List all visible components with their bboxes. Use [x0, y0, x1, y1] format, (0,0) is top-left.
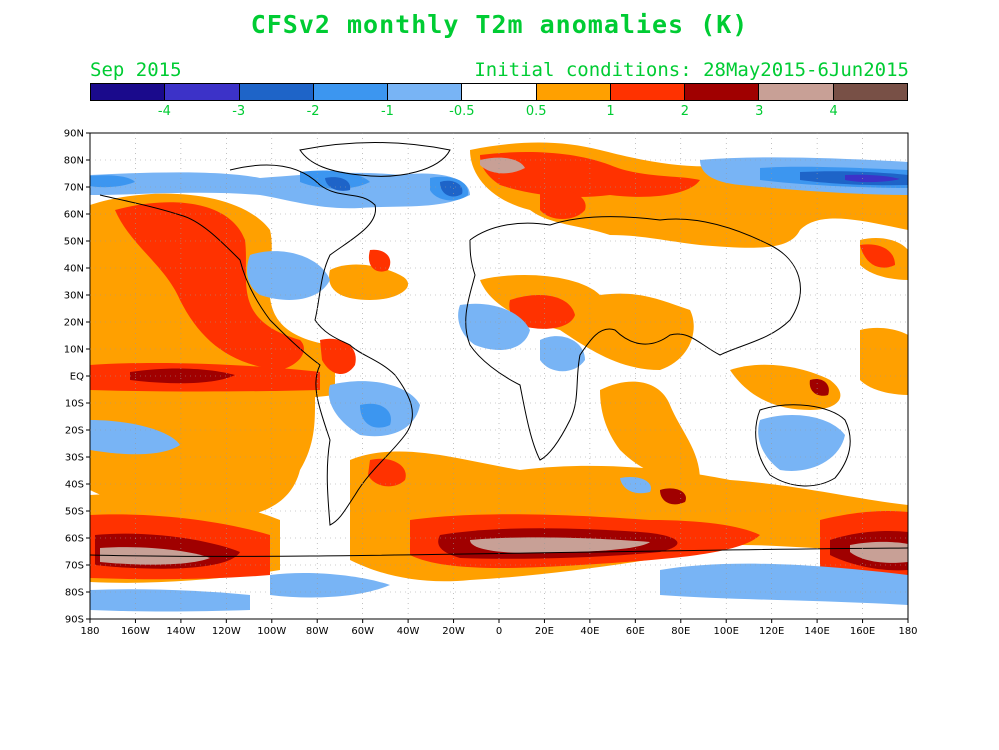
- lat-tick-label: 80N: [64, 156, 84, 167]
- lat-tick-label: 10S: [65, 399, 84, 410]
- lon-tick-label: 140E: [804, 626, 829, 637]
- lat-tick-label: EQ: [70, 372, 84, 383]
- legend-label: -2: [306, 104, 320, 119]
- graticule: [90, 133, 908, 619]
- legend-swatch: [536, 84, 611, 100]
- legend-label: 4: [829, 104, 838, 119]
- lat-tick-label: 70S: [65, 561, 84, 572]
- lat-tick-label: 20N: [64, 318, 84, 329]
- lat-tick-label: 90S: [65, 615, 84, 626]
- lon-tick-label: 100W: [257, 626, 286, 637]
- legend-swatch: [91, 84, 166, 100]
- legend-label: -4: [157, 104, 171, 119]
- lat-tick-label: 40N: [64, 264, 84, 275]
- legend-label: -3: [232, 104, 246, 119]
- lat-tick-label: 30S: [65, 453, 84, 464]
- lon-tick-label: 160E: [850, 626, 875, 637]
- lat-tick-label: 60S: [65, 534, 84, 545]
- lon-tick-label: 20E: [535, 626, 554, 637]
- lon-tick-label: 180: [80, 626, 99, 637]
- legend-swatch: [462, 84, 537, 100]
- map-title: CFSv2 monthly T2m anomalies (K): [250, 10, 749, 39]
- lon-tick-label: 140W: [166, 626, 195, 637]
- lon-tick-label: 0: [496, 626, 502, 637]
- initial-conditions: Initial conditions: 28May2015-6Jun2015: [474, 59, 909, 81]
- color-legend: [90, 83, 908, 101]
- lon-tick-label: 180: [898, 626, 917, 637]
- legend-labels: -4 -3 -2 -1 -0.5 0.5 1 2 3 4: [90, 104, 908, 120]
- lat-tick-label: 50N: [64, 237, 84, 248]
- lon-tick-label: 160W: [121, 626, 150, 637]
- legend-label: 2: [680, 104, 690, 119]
- lat-tick-label: 90N: [64, 129, 84, 140]
- legend-swatch: [685, 84, 760, 100]
- lat-tick-label: 40S: [65, 480, 84, 491]
- legend-label: 0.5: [525, 104, 547, 119]
- latitude-axis: 90N 80N 70N 60N 50N 40N 30N 20N 10N EQ 10S 20S 30S 40…: [64, 129, 90, 626]
- lon-tick-label: 60W: [351, 626, 374, 637]
- legend-swatch: [165, 84, 240, 100]
- lat-tick-label: 30N: [64, 291, 84, 302]
- legend-swatch: [313, 84, 389, 100]
- lat-tick-label: 10N: [64, 345, 84, 356]
- legend-swatch: [759, 84, 834, 100]
- lon-tick-label: 120W: [212, 626, 241, 637]
- lon-tick-label: 40W: [397, 626, 420, 637]
- legend-label: 1: [606, 104, 615, 119]
- legend-swatch: [833, 84, 907, 100]
- legend-swatch: [239, 84, 314, 100]
- lat-tick-label: 80S: [65, 588, 84, 599]
- lon-tick-label: 40E: [580, 626, 599, 637]
- lon-tick-label: 80E: [671, 626, 690, 637]
- lon-tick-label: 100E: [714, 626, 739, 637]
- lat-tick-label: 50S: [65, 507, 84, 518]
- lon-tick-label: 80W: [306, 626, 329, 637]
- lat-tick-label: 70N: [64, 183, 84, 194]
- lon-tick-label: 20W: [442, 626, 465, 637]
- legend-label: -1: [380, 104, 394, 119]
- legend-swatch: [388, 84, 463, 100]
- lat-tick-label: 60N: [64, 210, 84, 221]
- longitude-axis: 180 160W 140W 120W 100W 80W 60W 40W 20W 0 20E 40E 60…: [80, 619, 918, 637]
- legend-label: 3: [755, 104, 764, 119]
- forecast-month: Sep 2015: [90, 59, 182, 81]
- legend-swatch: [610, 84, 686, 100]
- legend-label: -0.5: [449, 104, 475, 119]
- lon-tick-label: 120E: [759, 626, 784, 637]
- lon-tick-label: 60E: [626, 626, 645, 637]
- lat-tick-label: 20S: [65, 426, 84, 437]
